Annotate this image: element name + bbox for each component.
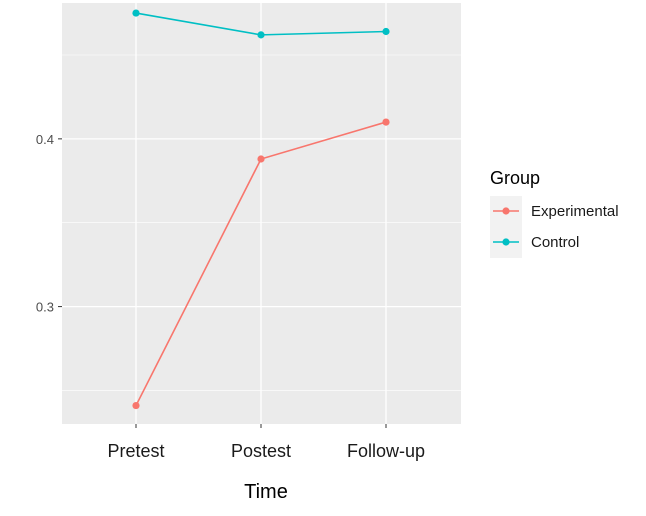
data-point xyxy=(382,27,390,36)
x-axis-title: Time xyxy=(244,481,288,503)
series-control xyxy=(132,9,390,39)
x-tick-label: Pretest xyxy=(107,441,164,461)
data-point xyxy=(382,118,390,126)
data-point xyxy=(257,31,265,39)
legend-key-background xyxy=(490,196,522,258)
legend-label: Experimental xyxy=(531,203,619,220)
y-tick-label: 0.4 xyxy=(36,132,54,147)
x-tick-label: Postest xyxy=(231,441,291,461)
x-tick-label: Follow-up xyxy=(347,441,425,461)
legend: Group Experimental Control xyxy=(490,168,619,258)
series-experimental xyxy=(132,118,390,410)
legend-key-point xyxy=(502,238,510,246)
legend-key-point xyxy=(502,207,510,215)
legend-label: Control xyxy=(531,234,579,251)
legend-item: Experimental xyxy=(493,203,619,220)
series-layer xyxy=(132,9,390,410)
y-axis: 0.3 0.4 xyxy=(36,132,62,315)
data-point xyxy=(132,9,140,17)
legend-items: Experimental Control xyxy=(493,203,619,251)
data-point xyxy=(257,155,265,163)
legend-item: Control xyxy=(493,234,579,251)
y-tick-label: 0.3 xyxy=(36,300,54,315)
major-gridlines xyxy=(62,3,461,424)
legend-title: Group xyxy=(490,168,540,188)
data-point xyxy=(132,401,140,410)
x-axis: Pretest Postest Follow-up xyxy=(107,424,425,461)
